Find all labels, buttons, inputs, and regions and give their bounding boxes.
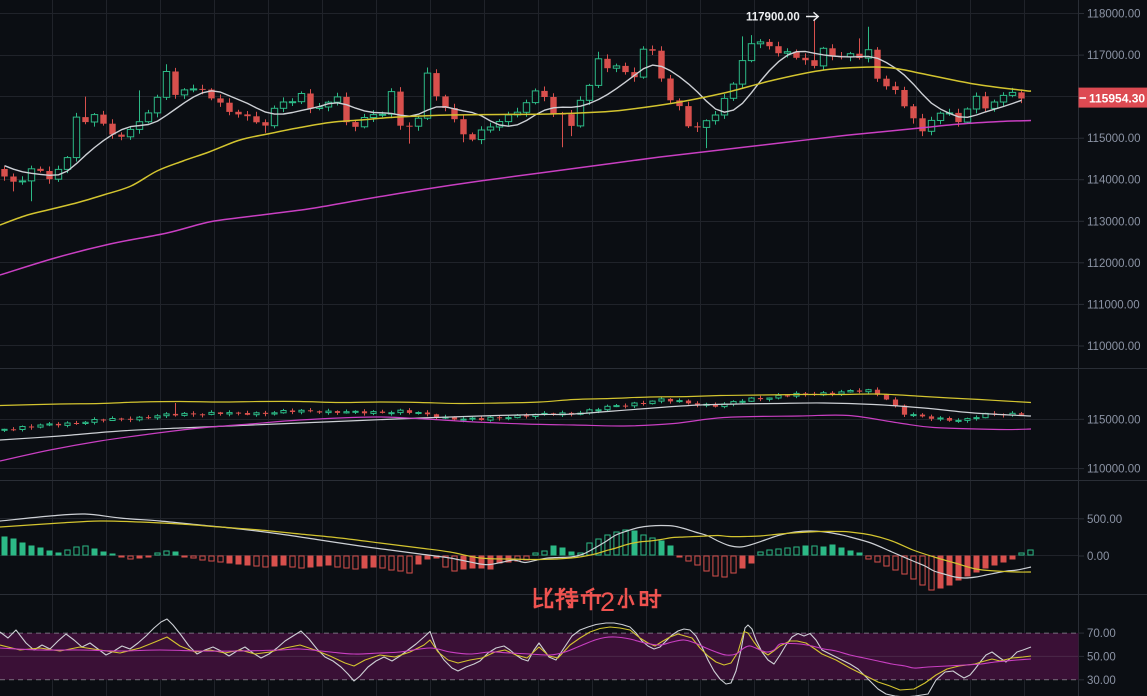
svg-text:115000.00: 115000.00 — [1087, 414, 1141, 426]
svg-text:30.00: 30.00 — [1087, 675, 1116, 687]
svg-text:500.00: 500.00 — [1087, 514, 1122, 526]
svg-text:110000.00: 110000.00 — [1087, 464, 1141, 476]
svg-text:113000.00: 113000.00 — [1087, 216, 1141, 228]
svg-text:50.00: 50.00 — [1087, 651, 1116, 663]
svg-text:70.00: 70.00 — [1087, 628, 1116, 640]
svg-text:112000.00: 112000.00 — [1087, 258, 1141, 270]
svg-text:118000.00: 118000.00 — [1087, 9, 1141, 21]
svg-text:0.00: 0.00 — [1087, 551, 1109, 563]
svg-text:111000.00: 111000.00 — [1087, 299, 1140, 311]
svg-text:2: 2 — [600, 587, 615, 617]
svg-text:117900.00: 117900.00 — [746, 12, 800, 24]
svg-text:114000.00: 114000.00 — [1087, 175, 1141, 187]
svg-text:110000.00: 110000.00 — [1087, 341, 1141, 353]
svg-text:117000.00: 117000.00 — [1087, 50, 1141, 62]
svg-text:115000.00: 115000.00 — [1087, 133, 1141, 145]
svg-text:115954.30: 115954.30 — [1089, 91, 1145, 105]
